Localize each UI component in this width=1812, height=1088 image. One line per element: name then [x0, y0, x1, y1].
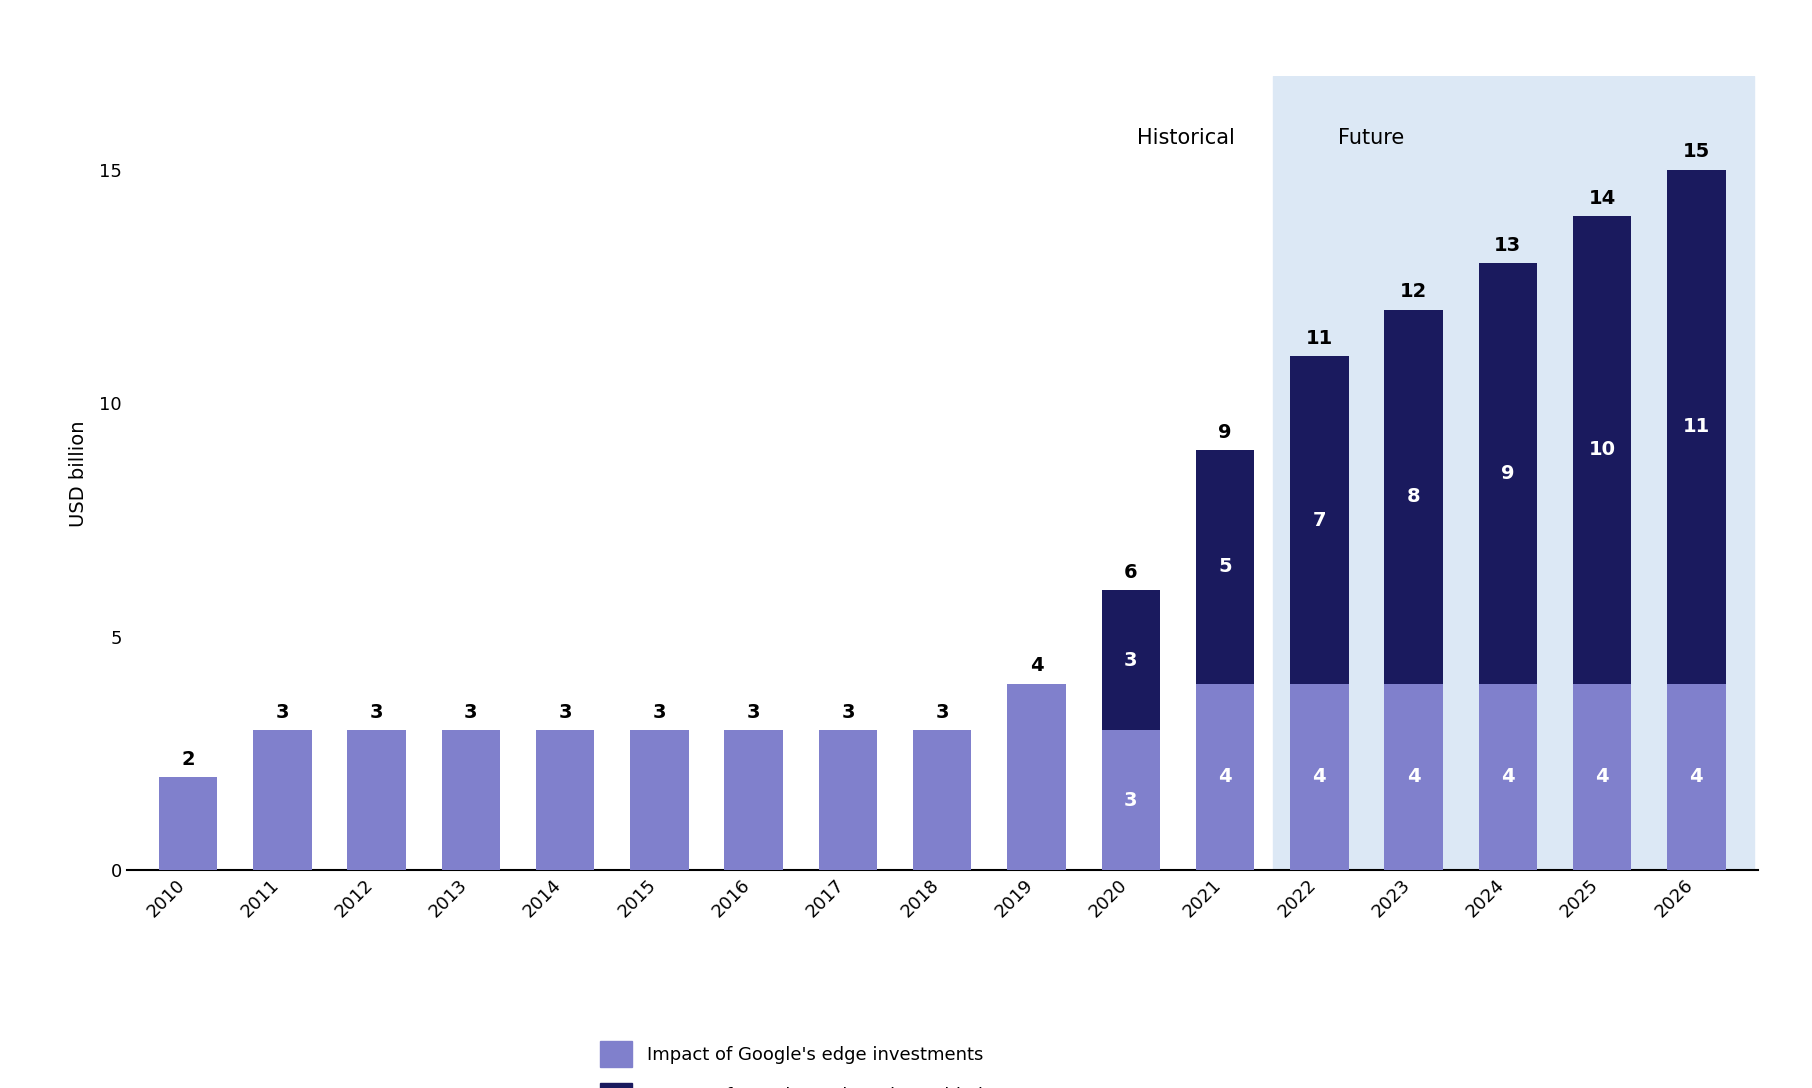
Text: 11: 11	[1683, 417, 1711, 436]
Bar	[536, 730, 594, 870]
Text: 3: 3	[558, 703, 573, 721]
Text: 3: 3	[1123, 791, 1138, 809]
Bar	[1196, 683, 1254, 870]
Text: Historical: Historical	[1136, 127, 1234, 148]
Text: 7: 7	[1312, 510, 1326, 530]
Text: 4: 4	[1595, 767, 1609, 787]
Text: 4: 4	[1500, 767, 1515, 787]
Text: 6: 6	[1123, 562, 1138, 582]
Text: 8: 8	[1406, 487, 1421, 506]
Text: 2: 2	[181, 750, 196, 768]
Text: 3: 3	[370, 703, 384, 721]
Bar	[1573, 683, 1631, 870]
Text: 3: 3	[275, 703, 290, 721]
Text: 9: 9	[1500, 463, 1515, 483]
Bar	[1479, 683, 1537, 870]
Bar	[1196, 450, 1254, 683]
Text: 3: 3	[841, 703, 855, 721]
Bar	[913, 730, 971, 870]
Text: 3: 3	[1123, 651, 1138, 669]
Bar	[1290, 683, 1348, 870]
Text: 10: 10	[1589, 441, 1616, 459]
Bar	[1667, 683, 1725, 870]
Text: 3: 3	[747, 703, 761, 721]
Text: 14: 14	[1589, 189, 1616, 208]
Text: Future: Future	[1337, 127, 1404, 148]
Text: 12: 12	[1401, 283, 1428, 301]
Text: 4: 4	[1029, 656, 1044, 676]
Text: 13: 13	[1495, 236, 1522, 255]
Bar	[254, 730, 312, 870]
Bar	[1479, 263, 1537, 683]
Text: 9: 9	[1218, 422, 1232, 442]
Bar	[1667, 170, 1725, 683]
Text: 15: 15	[1683, 143, 1711, 161]
Bar	[348, 730, 406, 870]
Bar	[1384, 683, 1442, 870]
Bar	[1274, 76, 1754, 870]
Bar	[819, 730, 877, 870]
Text: 3: 3	[652, 703, 667, 721]
Legend: Impact of Google's edge investments, Impact of Google's submarine cable investme: Impact of Google's edge investments, Imp…	[593, 1034, 1096, 1088]
Bar	[442, 730, 500, 870]
Text: 4: 4	[1689, 767, 1703, 787]
Bar	[1573, 217, 1631, 683]
Text: 5: 5	[1218, 557, 1232, 577]
Text: 4: 4	[1406, 767, 1421, 787]
Text: 3: 3	[935, 703, 949, 721]
Bar	[1007, 683, 1065, 870]
Text: 4: 4	[1312, 767, 1326, 787]
Bar	[631, 730, 689, 870]
Bar	[1384, 310, 1442, 683]
Text: 3: 3	[464, 703, 478, 721]
Bar	[159, 777, 217, 870]
Text: 11: 11	[1306, 329, 1334, 348]
Bar	[1102, 590, 1160, 730]
Bar	[1102, 730, 1160, 870]
Bar	[725, 730, 783, 870]
Y-axis label: USD billion: USD billion	[69, 420, 89, 527]
Bar	[1290, 357, 1348, 683]
Text: 4: 4	[1218, 767, 1232, 787]
